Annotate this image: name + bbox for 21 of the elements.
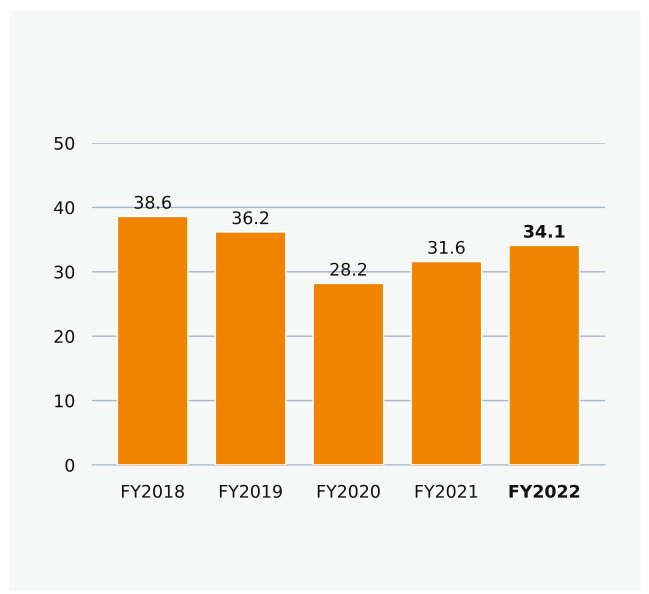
bar [214, 231, 287, 465]
data-label: 34.1 [524, 224, 565, 238]
x-tick-label: FY2020 [318, 484, 380, 498]
x-tick-label: FY2021 [416, 484, 478, 498]
y-tick-label: 40 [54, 201, 74, 214]
y-tick-label: 50 [54, 136, 74, 150]
data-label: 38.6 [134, 196, 171, 209]
x-tick-label: FY2022 [510, 484, 580, 498]
bar [410, 260, 482, 465]
data-label: 36.2 [232, 211, 268, 224]
bar [508, 244, 580, 465]
y-tick-label: 10 [55, 394, 74, 408]
y-tick-label: 0 [65, 458, 74, 472]
data-label: 31.6 [428, 240, 465, 254]
x-tick-label: FY2019 [220, 484, 282, 498]
x-tick-label: FY2018 [122, 484, 184, 498]
bar [116, 216, 189, 465]
bar [312, 282, 384, 465]
y-tick-label: 20 [54, 330, 74, 344]
y-tick-label: 30 [54, 266, 74, 279]
data-label: 28.2 [330, 262, 366, 276]
